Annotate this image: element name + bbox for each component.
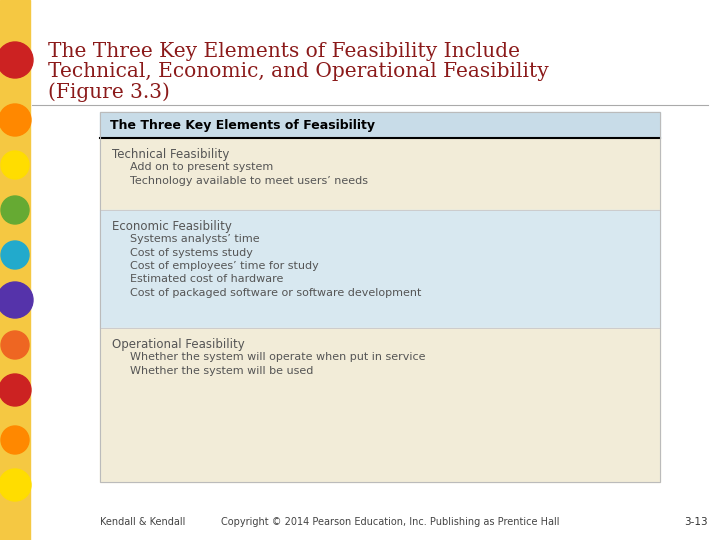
Circle shape bbox=[1, 151, 29, 179]
Text: Estimated cost of hardware: Estimated cost of hardware bbox=[130, 274, 284, 285]
Text: Technology available to meet users’ needs: Technology available to meet users’ need… bbox=[130, 176, 368, 186]
Circle shape bbox=[1, 241, 29, 269]
Circle shape bbox=[0, 42, 33, 78]
Circle shape bbox=[0, 374, 31, 406]
Text: Economic Feasibility: Economic Feasibility bbox=[112, 220, 232, 233]
Text: Whether the system will be used: Whether the system will be used bbox=[130, 366, 313, 375]
Text: Add on to present system: Add on to present system bbox=[130, 162, 274, 172]
Bar bbox=[100, 328, 660, 482]
Bar bbox=[100, 210, 660, 328]
Bar bbox=[0, 0, 30, 540]
Text: Whether the system will operate when put in service: Whether the system will operate when put… bbox=[130, 352, 426, 362]
Text: Technical Feasibility: Technical Feasibility bbox=[112, 148, 230, 161]
Circle shape bbox=[0, 104, 31, 136]
Text: Kendall & Kendall: Kendall & Kendall bbox=[100, 517, 185, 527]
Circle shape bbox=[1, 331, 29, 359]
Bar bbox=[100, 138, 660, 210]
Text: Technical, Economic, and Operational Feasibility: Technical, Economic, and Operational Fea… bbox=[48, 62, 549, 81]
Bar bbox=[100, 112, 660, 138]
Text: 3-13: 3-13 bbox=[685, 517, 708, 527]
Text: Cost of employees’ time for study: Cost of employees’ time for study bbox=[130, 261, 319, 271]
Text: (Figure 3.3): (Figure 3.3) bbox=[48, 82, 170, 102]
Bar bbox=[100, 112, 660, 482]
Text: The Three Key Elements of Feasibility Include: The Three Key Elements of Feasibility In… bbox=[48, 42, 520, 61]
Circle shape bbox=[0, 282, 33, 318]
Text: Cost of packaged software or software development: Cost of packaged software or software de… bbox=[130, 288, 421, 298]
Circle shape bbox=[1, 196, 29, 224]
Text: The Three Key Elements of Feasibility: The Three Key Elements of Feasibility bbox=[110, 118, 375, 132]
Circle shape bbox=[0, 469, 31, 501]
Circle shape bbox=[1, 426, 29, 454]
Text: Systems analysts’ time: Systems analysts’ time bbox=[130, 234, 260, 244]
Text: Cost of systems study: Cost of systems study bbox=[130, 247, 253, 258]
Text: Operational Feasibility: Operational Feasibility bbox=[112, 338, 245, 351]
Text: Copyright © 2014 Pearson Education, Inc. Publishing as Prentice Hall: Copyright © 2014 Pearson Education, Inc.… bbox=[221, 517, 559, 527]
